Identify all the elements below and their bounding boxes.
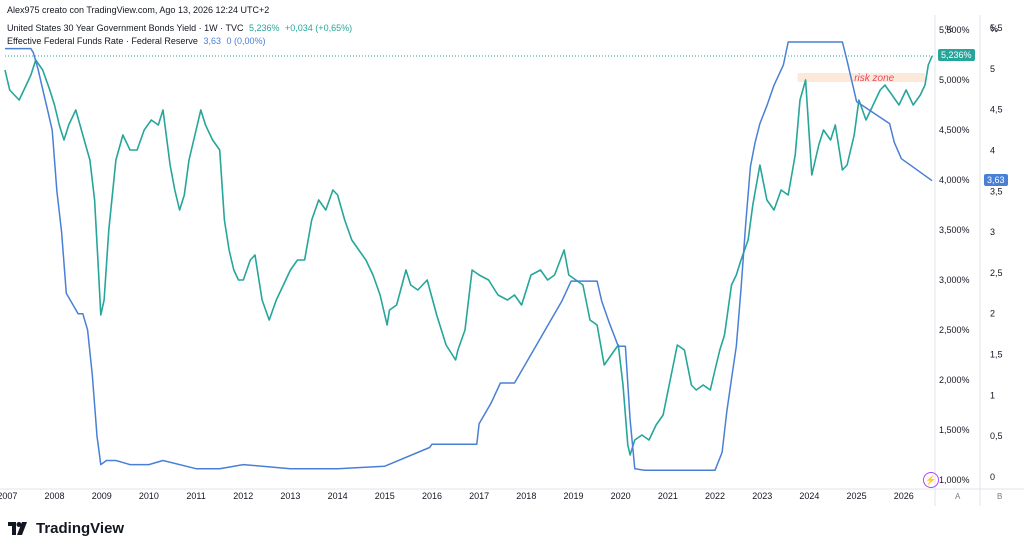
right-axis-tick-label: 1 xyxy=(990,390,995,400)
fed-legend-value: 3,63 xyxy=(203,36,221,46)
time-axis-tick-label: 2026 xyxy=(894,491,914,501)
time-axis-tick-label: 2013 xyxy=(280,491,300,501)
bond-legend-value: 5,236% xyxy=(248,23,280,33)
left-axis-tick-label: 4,000% xyxy=(939,175,970,185)
risk-zone-rect xyxy=(797,73,925,82)
left-axis-title: % xyxy=(945,24,953,34)
time-axis-tick-label: 2010 xyxy=(139,491,159,501)
fed-current-value-badge: 3,63 xyxy=(984,173,1008,186)
tradingview-logo[interactable]: TradingView xyxy=(8,520,124,537)
time-axis-tick-label: 2016 xyxy=(422,491,442,501)
right-axis-tick-label: 5 xyxy=(990,64,995,74)
time-axis-tick-label: 2025 xyxy=(847,491,867,501)
right-axis-tick-label: 4,5 xyxy=(990,105,1003,115)
left-axis-tick-label: 3,000% xyxy=(939,275,970,285)
right-axis-tick-label: 3,5 xyxy=(990,186,1003,196)
time-axis-tick-label: 2022 xyxy=(705,491,725,501)
time-axis-tick-label: 2015 xyxy=(375,491,395,501)
left-price-axis[interactable]: % 5,500% 5,000% 4,500% 4,000% 3,500% 3,000% 2,… xyxy=(939,24,970,485)
left-axis-tick-label: 5,000% xyxy=(939,75,970,85)
tradingview-logo-text: TradingView xyxy=(36,520,125,537)
fed-legend[interactable]: Effective Federal Funds Rate · Federal R… xyxy=(7,36,269,46)
time-axis-tick-label: 2017 xyxy=(469,491,489,501)
time-axis-tick-label: 2014 xyxy=(328,491,348,501)
right-axis-tick-label: 0 xyxy=(990,472,995,482)
left-axis-tick-label: 2,500% xyxy=(939,325,970,335)
time-axis-tick-label: 2020 xyxy=(611,491,631,501)
pane-label-b[interactable]: B xyxy=(997,492,1002,501)
bond-current-value-badge: 5,236% xyxy=(938,49,975,61)
time-axis-tick-label: 2018 xyxy=(516,491,536,501)
time-axis-tick-label: 2008 xyxy=(45,491,65,501)
time-axis-tick-label: 2023 xyxy=(752,491,772,501)
right-axis-tick-label: 1,5 xyxy=(990,349,1003,359)
time-axis-tick-label: 2021 xyxy=(658,491,678,501)
lightning-icon[interactable]: ⚡ xyxy=(923,472,939,488)
left-axis-tick-label: 1,500% xyxy=(939,425,970,435)
time-axis-tick-label: 2011 xyxy=(186,491,205,501)
left-axis-tick-label: 3,500% xyxy=(939,225,970,235)
left-axis-tick-label: 4,500% xyxy=(939,125,970,135)
tradingview-logo-icon xyxy=(8,522,27,535)
left-axis-tick-label: 5,500% xyxy=(939,25,970,35)
right-axis-title: % xyxy=(990,24,998,34)
pane-label-a[interactable]: A xyxy=(955,492,961,501)
time-axis[interactable]: 2007 2008 2009 2010 2011 2012 2013 2014 2015 2016… xyxy=(0,491,914,501)
time-axis-tick-label: 2007 xyxy=(0,491,17,501)
bond-legend-title: United States 30 Year Government Bonds Y… xyxy=(7,23,244,33)
left-axis-tick-label: 1,000% xyxy=(939,475,970,485)
time-axis-tick-label: 2024 xyxy=(799,491,819,501)
left-axis-tick-label: 2,000% xyxy=(939,375,970,385)
risk-zone-annotation: risk zone xyxy=(797,73,925,84)
right-axis-tick-label: 5,5 xyxy=(990,23,1003,33)
right-price-axis[interactable]: % 5,5 5 4,5 4 3,5 3 2,5 2 1,5 1 0,5 0 xyxy=(990,23,1003,482)
right-axis-tick-label: 3 xyxy=(990,227,995,237)
right-axis-tick-label: 4 xyxy=(990,146,995,156)
right-axis-tick-label: 2 xyxy=(990,309,995,319)
bond-legend[interactable]: United States 30 Year Government Bonds Y… xyxy=(7,23,355,33)
bond-legend-change: +0,034 (+0,65%) xyxy=(285,23,353,33)
fed-legend-title: Effective Federal Funds Rate · Federal R… xyxy=(7,36,198,46)
risk-zone-label: risk zone xyxy=(854,73,894,84)
time-axis-tick-label: 2009 xyxy=(92,491,112,501)
time-axis-tick-label: 2019 xyxy=(563,491,583,501)
fed-legend-change: 0 (0,00%) xyxy=(226,36,266,46)
right-axis-tick-label: 2,5 xyxy=(990,268,1003,278)
series-group xyxy=(4,41,933,472)
right-axis-tick-label: 0,5 xyxy=(990,431,1003,441)
fed-funds-line[interactable] xyxy=(5,41,933,472)
chart-credit: Alex975 creato con TradingView.com, Ago … xyxy=(7,5,270,15)
bond-yield-line[interactable] xyxy=(4,55,933,456)
time-axis-tick-label: 2012 xyxy=(233,491,253,501)
